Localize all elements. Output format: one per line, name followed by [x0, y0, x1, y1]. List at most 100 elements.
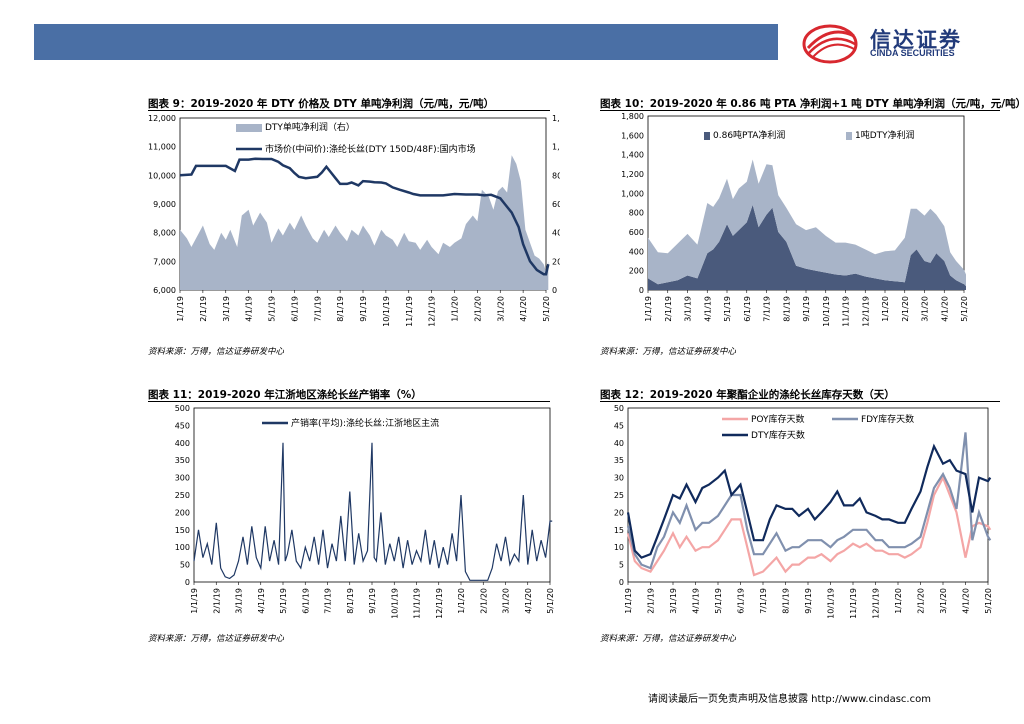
y-tick-label: 100 — [175, 543, 190, 552]
x-tick-label: 12/1/19 — [428, 296, 437, 327]
y2-tick-label: 600 — [552, 200, 560, 209]
y-tick-label: 600 — [629, 228, 644, 237]
x-tick-label: 3/1/19 — [669, 588, 678, 614]
x-tick-label: 1/1/19 — [624, 588, 633, 614]
y-tick-label: 300 — [175, 474, 190, 483]
y-tick-label: 250 — [175, 491, 190, 500]
x-tick-label: 8/1/19 — [782, 588, 791, 614]
x-tick-label: 1/1/20 — [457, 588, 466, 614]
y-tick-label: 1,800 — [621, 112, 644, 121]
figure-10-title: 图表 10：2019-2020 年 0.86 吨 PTA 净利润+1 吨 DTY… — [600, 98, 1024, 110]
x-tick-label: 9/1/19 — [804, 588, 813, 614]
legend-label: DTY单吨净利润（右） — [265, 121, 355, 133]
legend-swatch — [846, 132, 852, 140]
x-tick-label: 9/1/19 — [802, 296, 811, 322]
figure-12-rule — [600, 401, 1000, 402]
x-tick-label: 5/1/20 — [984, 588, 993, 614]
x-tick-label: 5/1/20 — [960, 296, 969, 322]
legend-label: FDY库存天数 — [861, 413, 914, 425]
x-tick-label: 2/1/20 — [473, 296, 482, 322]
x-tick-label: 2/1/19 — [199, 296, 208, 322]
x-tick-label: 10/1/19 — [827, 588, 836, 619]
y-tick-label: 8,000 — [153, 229, 176, 238]
x-tick-label: 12/1/19 — [861, 296, 870, 327]
chart-sales-production-ratio: 0 50 100 150 200 250 300 350 400 450 500 1/1/19 2/1/… — [175, 404, 555, 619]
y-tick-label: 450 — [175, 421, 190, 430]
x-tick-label: 3/1/20 — [502, 588, 511, 614]
x-tick-label: 7/1/19 — [313, 296, 322, 322]
series-line-0 — [193, 442, 553, 581]
x-tick-label: 9/1/19 — [368, 588, 377, 614]
legend-label: 1吨DTY净利润 — [855, 129, 915, 141]
x-tick-label: 7/1/19 — [759, 588, 768, 614]
x-tick-label: 4/1/20 — [940, 296, 949, 322]
figure-11-source: 资料来源：万得，信达证券研发中心 — [148, 634, 285, 644]
legend-label: DTY库存天数 — [751, 429, 805, 441]
y-tick-label: 10,000 — [148, 171, 176, 180]
y-tick-label: 35 — [614, 456, 624, 465]
y-tick-label: 400 — [629, 247, 644, 256]
y-tick-label: 1,000 — [621, 189, 644, 198]
x-tick-label: 6/1/19 — [290, 296, 299, 322]
figure-11-title: 图表 11：2019-2020 年江浙地区涤纶长丝产销率（%） — [148, 389, 422, 401]
x-tick-label: 11/1/19 — [849, 588, 858, 619]
y-tick-label: 6,000 — [153, 286, 176, 295]
x-tick-label: 2/1/19 — [664, 296, 673, 322]
y2-tick-label: 400 — [552, 229, 560, 238]
x-tick-label: 1/1/19 — [190, 588, 199, 614]
logo-chinese-name: 信达证券 — [870, 28, 962, 52]
legend-label: 市场价(中间价):涤纶长丝(DTY 150D/48F):国内市场 — [265, 143, 476, 155]
x-tick-label: 10/1/19 — [382, 296, 391, 327]
y2-tick-label: 200 — [552, 257, 560, 266]
y-tick-label: 50 — [614, 404, 624, 413]
y-tick-label: 25 — [614, 491, 624, 500]
y-tick-label: 0 — [619, 578, 624, 587]
figure-9-rule — [148, 110, 550, 111]
x-tick-label: 4/1/19 — [703, 296, 712, 322]
x-tick-label: 8/1/19 — [782, 296, 791, 322]
footer-disclaimer: 请阅读最后一页免责声明及信息披露 http://www.cindasc.com — [648, 694, 931, 705]
y-tick-label: 10 — [614, 543, 624, 552]
series-line-1 — [626, 432, 992, 570]
figure-9-title: 图表 9：2019-2020 年 DTY 价格及 DTY 单吨净利润（元/吨，元… — [148, 98, 495, 110]
x-tick-label: 3/1/19 — [235, 588, 244, 614]
x-tick-label: 4/1/20 — [524, 588, 533, 614]
figure-10-rule — [600, 110, 1000, 111]
y-tick-label: 800 — [629, 209, 644, 218]
x-tick-label: 4/1/20 — [962, 588, 971, 614]
series-area-0 — [648, 204, 966, 290]
x-tick-label: 5/1/19 — [723, 296, 732, 322]
x-tick-label: 4/1/19 — [245, 296, 254, 322]
x-tick-label: 5/1/19 — [714, 588, 723, 614]
x-tick-label: 2/1/19 — [212, 588, 221, 614]
header-bar — [34, 24, 778, 60]
series-line-2 — [626, 443, 992, 559]
x-tick-label: 3/1/19 — [684, 296, 693, 322]
y-tick-label: 45 — [614, 421, 624, 430]
y-tick-label: 50 — [180, 561, 190, 570]
plot-frame — [193, 407, 551, 583]
y-tick-label: 0 — [639, 286, 644, 295]
series-line-1 — [179, 157, 550, 276]
y-tick-label: 15 — [614, 526, 624, 535]
y-tick-label: 350 — [175, 456, 190, 465]
y-tick-label: 400 — [175, 439, 190, 448]
y-tick-label: 40 — [614, 439, 624, 448]
x-tick-label: 2/1/20 — [479, 588, 488, 614]
figure-9-source: 资料来源：万得，信达证券研发中心 — [148, 347, 285, 357]
series-area-0 — [180, 155, 549, 290]
x-tick-label: 9/1/19 — [359, 296, 368, 322]
x-tick-label: 8/1/19 — [336, 296, 345, 322]
x-tick-label: 11/1/19 — [842, 296, 851, 327]
x-tick-label: 5/1/19 — [268, 296, 277, 322]
x-tick-label: 4/1/19 — [257, 588, 266, 614]
y2-tick-label: 0 — [552, 286, 557, 295]
x-tick-label: 3/1/20 — [939, 588, 948, 614]
y-tick-label: 5 — [619, 561, 624, 570]
y-tick-label: 500 — [175, 404, 190, 413]
y2-tick-label: 1,000 — [552, 143, 560, 152]
y-tick-label: 30 — [614, 474, 624, 483]
x-tick-label: 1/1/20 — [451, 296, 460, 322]
x-tick-label: 10/1/19 — [822, 296, 831, 327]
x-tick-label: 2/1/19 — [647, 588, 656, 614]
